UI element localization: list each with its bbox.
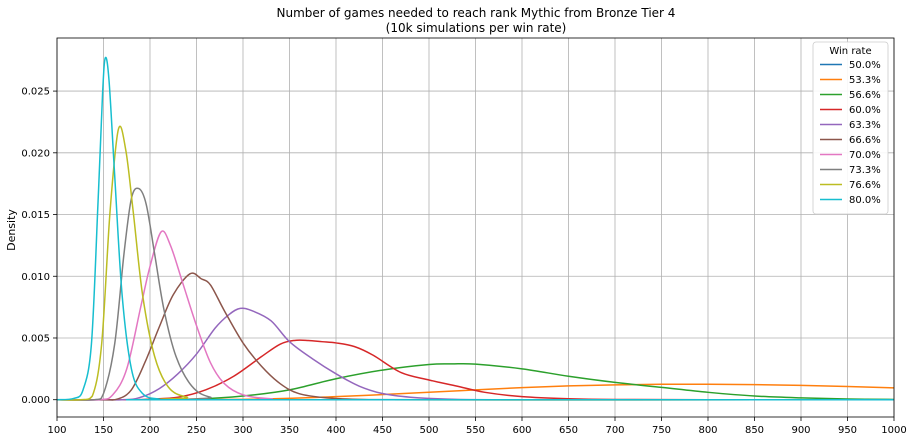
x-tick-label: 100 xyxy=(47,425,66,436)
plot-frame xyxy=(56,37,895,418)
series-lines xyxy=(56,56,895,401)
y-tick-label: 0.020 xyxy=(21,148,50,159)
y-tick-label: 0.025 xyxy=(21,87,50,98)
legend-label: 60.0% xyxy=(849,105,881,116)
x-tick-label: 1000 xyxy=(881,425,906,436)
x-axis: 100 150 200 250 300 350 400 450 500 550 600 650 700 7… xyxy=(47,417,907,436)
series-line-2 xyxy=(56,383,895,401)
x-tick-label: 750 xyxy=(652,425,671,436)
y-tick-label: 0.010 xyxy=(21,272,50,283)
legend-label: 70.0% xyxy=(849,150,881,161)
x-tick-label: 800 xyxy=(698,425,717,436)
x-tick-label: 650 xyxy=(559,425,578,436)
x-tick-label: 200 xyxy=(140,425,159,436)
x-tick-label: 350 xyxy=(280,425,299,436)
x-tick-label: 950 xyxy=(838,425,857,436)
legend-label: 76.6% xyxy=(849,180,881,191)
x-tick-label: 450 xyxy=(373,425,392,436)
legend-label: 66.6% xyxy=(849,135,881,146)
x-tick-label: 300 xyxy=(233,425,252,436)
legend-label: 50.0% xyxy=(849,60,881,71)
x-tick-label: 700 xyxy=(605,425,624,436)
x-tick-label: 150 xyxy=(94,425,113,436)
legend-box xyxy=(812,41,889,215)
x-tick-label: 900 xyxy=(791,425,810,436)
y-axis-label: Density xyxy=(5,209,18,251)
x-tick-label: 600 xyxy=(512,425,531,436)
series-line-3 xyxy=(56,362,895,401)
x-tick-label: 550 xyxy=(466,425,485,436)
y-axis: 0.000 0.005 0.010 0.015 0.020 0.025 xyxy=(21,87,57,406)
x-tick-label: 400 xyxy=(326,425,345,436)
x-tick-label: 500 xyxy=(419,425,438,436)
y-tick-label: 0.015 xyxy=(21,210,50,221)
legend-label: 80.0% xyxy=(849,195,881,206)
legend: Win rate 50.0% 53.3% 56.6% 60.0% 63.3% 66.6% 70… xyxy=(812,41,889,215)
y-tick-label: 0.005 xyxy=(21,333,50,344)
x-tick-label: 850 xyxy=(745,425,764,436)
legend-label: 56.6% xyxy=(849,90,881,101)
x-tick-label: 250 xyxy=(187,425,206,436)
legend-title: Win rate xyxy=(829,46,871,57)
series-line-10 xyxy=(56,56,895,401)
legend-label: 53.3% xyxy=(849,75,881,86)
legend-label: 73.3% xyxy=(849,165,881,176)
chart-subtitle: (10k simulations per win rate) xyxy=(386,21,567,35)
chart-title: Number of games needed to reach rank Myt… xyxy=(277,6,676,20)
series-line-4 xyxy=(56,339,895,401)
y-tick-label: 0.000 xyxy=(21,395,50,406)
legend-label: 63.3% xyxy=(849,120,881,131)
